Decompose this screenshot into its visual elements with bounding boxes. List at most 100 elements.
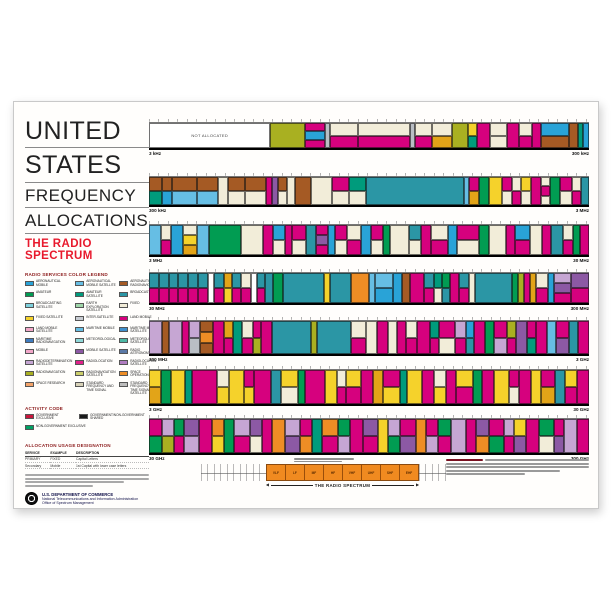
- allocation-segment: [536, 321, 548, 354]
- band-end-frequency: 300 MHz: [570, 306, 589, 311]
- allocation-segment: [361, 225, 371, 255]
- legend-label: AMATEUR SATELLITE: [86, 290, 103, 298]
- allocation-segment: [541, 123, 569, 148]
- allocation-block: [524, 273, 531, 303]
- allocation-block: [468, 135, 478, 148]
- allocation-block: [188, 337, 200, 354]
- allocation-block: [513, 436, 527, 453]
- allocation-segment: [416, 321, 431, 354]
- allocation-segment: [479, 177, 489, 205]
- allocation-segment: [241, 273, 252, 303]
- band-allocation-row: [149, 320, 589, 356]
- allocation-block: [583, 123, 589, 148]
- allocation-block: [207, 273, 214, 303]
- allocation-segment: [323, 273, 330, 303]
- allocation-block: [209, 225, 241, 255]
- legend-swatch: [119, 302, 129, 308]
- usage-col-header: SERVICE: [25, 450, 51, 457]
- allocation-block: [455, 370, 473, 387]
- allocation-block: [348, 191, 367, 205]
- allocation-block: [299, 419, 313, 436]
- poster-subtitle: THE RADIO SPECTRUM: [25, 238, 93, 263]
- spectrum-designator-label: MF: [311, 470, 317, 475]
- allocation-block: [330, 123, 358, 136]
- allocation-block: [519, 135, 533, 148]
- allocation-block: [547, 273, 554, 303]
- allocation-segment: [182, 321, 189, 354]
- allocation-segment: [280, 370, 298, 404]
- allocation-block: [431, 135, 452, 148]
- spectrum-band: NOT ALLOCATED 3 kHz 300 kHz: [149, 117, 589, 156]
- allocation-segment: [168, 321, 183, 354]
- allocation-segment: [312, 419, 323, 453]
- band-start-frequency: 3 GHz: [149, 407, 163, 412]
- title-rule: [25, 207, 149, 209]
- allocation-block: [277, 177, 288, 191]
- allocation-block: [329, 273, 352, 303]
- allocation-block: [223, 273, 232, 288]
- allocation-block: [346, 370, 361, 387]
- legend-label: MOBILE: [36, 347, 49, 352]
- allocation-block: [306, 225, 316, 255]
- allocation-segment: [161, 370, 171, 404]
- allocation-block: [433, 288, 442, 303]
- allocation-block: [482, 370, 495, 404]
- allocation-segment: [571, 177, 582, 205]
- allocation-block: [488, 225, 506, 255]
- usage-cell: FIXED: [50, 456, 77, 463]
- allocation-segment: [469, 177, 480, 205]
- legend-label: EARTH EXPLORATION SATELLITE: [86, 301, 109, 313]
- band-end-frequency: 300 GHz: [571, 456, 589, 461]
- allocation-segment: [477, 123, 491, 148]
- band-allocation-row: [149, 176, 589, 207]
- legend-swatch: [25, 291, 34, 297]
- band-frequency-labels: 3 kHz 300 kHz: [149, 150, 589, 156]
- allocation-segment: [366, 321, 378, 354]
- legend-label: LAND MOBILE: [130, 314, 152, 319]
- allocation-block: [336, 387, 347, 404]
- allocation-segment: [218, 177, 228, 205]
- allocation-block: [253, 370, 271, 404]
- allocation-block: [263, 225, 273, 255]
- allocation-segment: [149, 273, 159, 303]
- spectrum-designator-cell: VLF: [267, 465, 286, 481]
- allocation-segment: [346, 370, 361, 404]
- allocation-segment: [263, 225, 273, 255]
- allocation-block: [457, 240, 479, 255]
- allocation-segment: [415, 419, 426, 453]
- activity-swatch: [25, 414, 34, 420]
- allocation-block: [312, 419, 323, 453]
- allocation-block: [241, 288, 252, 303]
- title-line-3: FREQUENCY: [25, 185, 137, 205]
- allocation-block: [241, 321, 253, 338]
- legend-label: SPACE RESEARCH: [36, 380, 66, 385]
- caption-line: [271, 485, 313, 486]
- allocation-segment: [490, 123, 507, 148]
- allocation-block: [350, 337, 367, 354]
- allocation-block: [331, 177, 349, 191]
- allocation-block: [366, 321, 378, 354]
- allocation-block: [336, 370, 347, 387]
- allocation-segment: [560, 177, 572, 205]
- spectrum-designator-cell: HF: [324, 465, 343, 481]
- allocation-block: [488, 436, 504, 453]
- fine-print-line: [485, 459, 589, 461]
- allocation-block: [324, 370, 337, 404]
- legend-item: STANDARD FREQUENCY AND TIME SIGNAL SATEL…: [119, 381, 160, 396]
- usage-cell: Mobile: [50, 462, 77, 470]
- allocation-block: [541, 225, 551, 255]
- allocation-segment: [241, 321, 253, 354]
- allocation-block: [272, 273, 283, 303]
- activity-row: GOVERNMENT EXCLUSIVE GOVERNMENT/NON-GOVER…: [25, 413, 149, 422]
- legend-item: MARITIME RADIONAVIGATION: [25, 337, 72, 346]
- legend-label: RADIONAVIGATION SATELLITE: [86, 369, 116, 378]
- allocation-segment: [507, 321, 517, 354]
- allocation-block: [382, 387, 400, 404]
- allocation-block: [199, 321, 213, 332]
- band-frequency-labels: 3 MHz 30 MHz: [149, 257, 589, 263]
- allocation-block: [241, 273, 252, 288]
- allocation-segment: [207, 273, 214, 303]
- allocation-block: [553, 273, 572, 283]
- allocation-block: [224, 419, 235, 453]
- allocation-segment: [472, 370, 483, 404]
